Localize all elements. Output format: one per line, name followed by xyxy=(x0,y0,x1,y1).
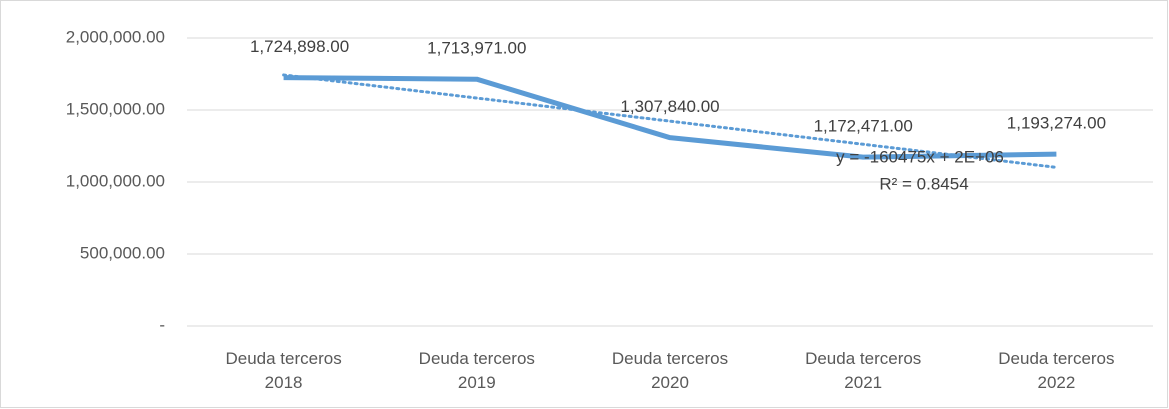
x-tick-label: Deuda terceros 2022 xyxy=(998,349,1114,392)
x-tick-line: 2022 xyxy=(1037,373,1075,392)
trendline-r-squared: R² = 0.8454 xyxy=(879,174,968,193)
x-tick-line: Deuda terceros xyxy=(419,349,535,368)
x-tick-line: Deuda terceros xyxy=(998,349,1114,368)
trendline-equation: y = -160475x + 2E+06 xyxy=(836,147,1004,166)
data-label: 1,193,274.00 xyxy=(1007,114,1106,133)
data-label: 1,724,898.00 xyxy=(250,37,349,56)
data-label: 1,713,971.00 xyxy=(427,39,526,58)
x-tick-line: 2018 xyxy=(265,373,303,392)
x-tick-label: Deuda terceros 2019 xyxy=(419,349,535,392)
y-tick-label: 2,000,000.00 xyxy=(66,27,165,46)
trendline xyxy=(282,73,1058,169)
x-tick-label: Deuda terceros 2020 xyxy=(612,349,728,392)
x-tick-line: 2021 xyxy=(844,373,882,392)
x-tick-line: Deuda terceros xyxy=(805,349,921,368)
y-tick-label: 1,000,000.00 xyxy=(66,171,165,190)
x-tick-line: Deuda terceros xyxy=(225,349,341,368)
data-label: 1,307,840.00 xyxy=(620,97,719,116)
y-tick-label: 1,500,000.00 xyxy=(66,99,165,118)
x-tick-line: Deuda terceros xyxy=(612,349,728,368)
x-tick-line: 2019 xyxy=(458,373,496,392)
y-tick-label: - xyxy=(159,315,165,334)
line xyxy=(283,75,1057,160)
x-tick-line: 2020 xyxy=(651,373,689,392)
x-tick-label: Deuda terceros 2018 xyxy=(225,349,341,392)
data-label: 1,172,471.00 xyxy=(814,117,913,136)
x-tick-label: Deuda terceros 2021 xyxy=(805,349,921,392)
y-tick-label: 500,000.00 xyxy=(80,243,165,262)
